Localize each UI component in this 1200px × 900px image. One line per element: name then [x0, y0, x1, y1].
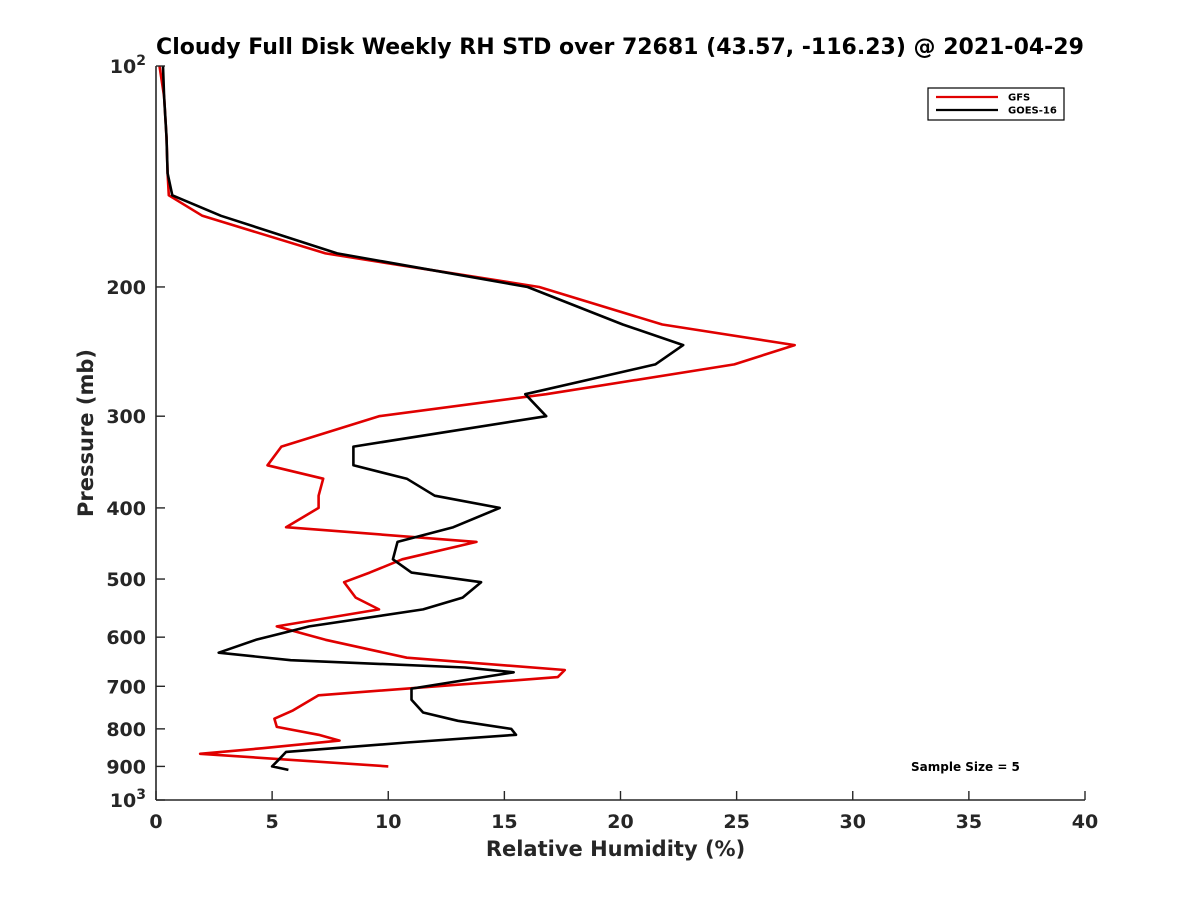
series-line-gfs — [158, 65, 797, 768]
y-axis-title: Pressure (mb) — [74, 349, 98, 517]
x-tick-label: 5 — [266, 811, 279, 833]
y-tick-label: 103 — [110, 787, 146, 812]
x-axis-title: Relative Humidity (%) — [486, 837, 745, 861]
sample-size-annotation: Sample Size = 5 — [911, 760, 1020, 774]
y-tick-label: 400 — [106, 498, 146, 520]
legend-label: GFS — [1008, 93, 1030, 104]
x-tick-label: 20 — [607, 811, 633, 833]
legend-label: GOES-16 — [1008, 106, 1057, 117]
y-tick-label: 200 — [106, 277, 146, 299]
x-tick-label: 25 — [723, 811, 749, 833]
y-tick-label: 102 — [110, 53, 146, 78]
series-line-goes-16 — [161, 65, 685, 772]
x-tick-label: 15 — [491, 811, 517, 833]
series-layer — [158, 65, 797, 772]
legend-box — [927, 87, 1065, 121]
y-tick-label: 500 — [106, 569, 146, 591]
axes-layer: 0 5 10 15 20 25 30 35 40 102 200 300 400 500 600 700 800… — [106, 53, 1098, 833]
chart-title: Cloudy Full Disk Weekly RH STD over 7268… — [156, 35, 1084, 60]
x-tick-label: 0 — [149, 811, 162, 833]
x-tick-label: 30 — [840, 811, 866, 833]
x-tick-label: 40 — [1072, 811, 1098, 833]
legend: GFS GOES-16 — [927, 87, 1065, 121]
y-tick-label: 300 — [106, 406, 146, 428]
y-tick-label: 700 — [106, 676, 146, 698]
y-tick-label: 900 — [106, 756, 146, 778]
y-tick-label: 600 — [106, 627, 146, 649]
y-tick-label: 800 — [106, 719, 146, 741]
x-tick-label: 35 — [956, 811, 982, 833]
x-tick-label: 10 — [375, 811, 401, 833]
